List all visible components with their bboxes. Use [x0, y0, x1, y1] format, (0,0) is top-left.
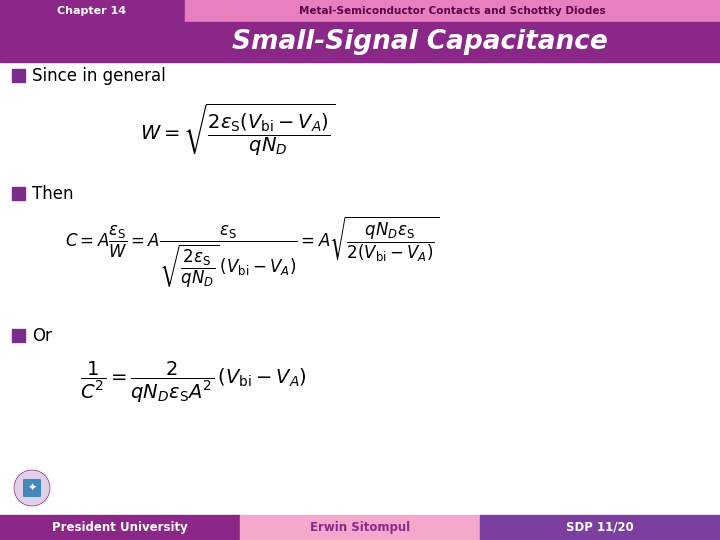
- Bar: [480, 515, 720, 540]
- Text: ✦: ✦: [27, 483, 37, 493]
- Text: Or: Or: [32, 327, 52, 345]
- Bar: [12, 69, 25, 82]
- Text: President University: President University: [52, 521, 188, 534]
- Text: Since in general: Since in general: [32, 67, 166, 85]
- Text: Small-Signal Capacitance: Small-Signal Capacitance: [232, 29, 608, 55]
- Bar: [8, 467, 56, 512]
- Bar: [12, 187, 25, 200]
- Bar: [0, 515, 240, 540]
- Text: Erwin Sitompul: Erwin Sitompul: [310, 521, 410, 534]
- Text: SDP 11/20: SDP 11/20: [566, 521, 634, 534]
- Text: Metal-Semiconductor Contacts and Schottky Diodes: Metal-Semiconductor Contacts and Schottk…: [299, 6, 606, 16]
- Bar: [0, 22, 720, 62]
- Circle shape: [14, 470, 50, 506]
- Text: $\dfrac{1}{C^2} = \dfrac{2}{qN_D\varepsilon_{\rm S}A^2}\,(V_{\rm bi} - V_A)$: $\dfrac{1}{C^2} = \dfrac{2}{qN_D\varepsi…: [80, 359, 307, 405]
- FancyBboxPatch shape: [23, 479, 41, 497]
- Bar: [12, 329, 25, 342]
- Bar: [0, 0, 185, 22]
- Bar: [240, 515, 480, 540]
- Text: Chapter 14: Chapter 14: [58, 6, 127, 16]
- Text: Then: Then: [32, 185, 73, 203]
- Text: $W = \sqrt{\dfrac{2\varepsilon_{\rm S}(V_{\rm bi} - V_A)}{qN_D}}$: $W = \sqrt{\dfrac{2\varepsilon_{\rm S}(V…: [140, 102, 336, 159]
- Text: $C = A\dfrac{\varepsilon_{\rm S}}{W} = A\dfrac{\varepsilon_{\rm S}}{\sqrt{\dfrac: $C = A\dfrac{\varepsilon_{\rm S}}{W} = A…: [65, 214, 439, 290]
- Bar: [185, 0, 720, 22]
